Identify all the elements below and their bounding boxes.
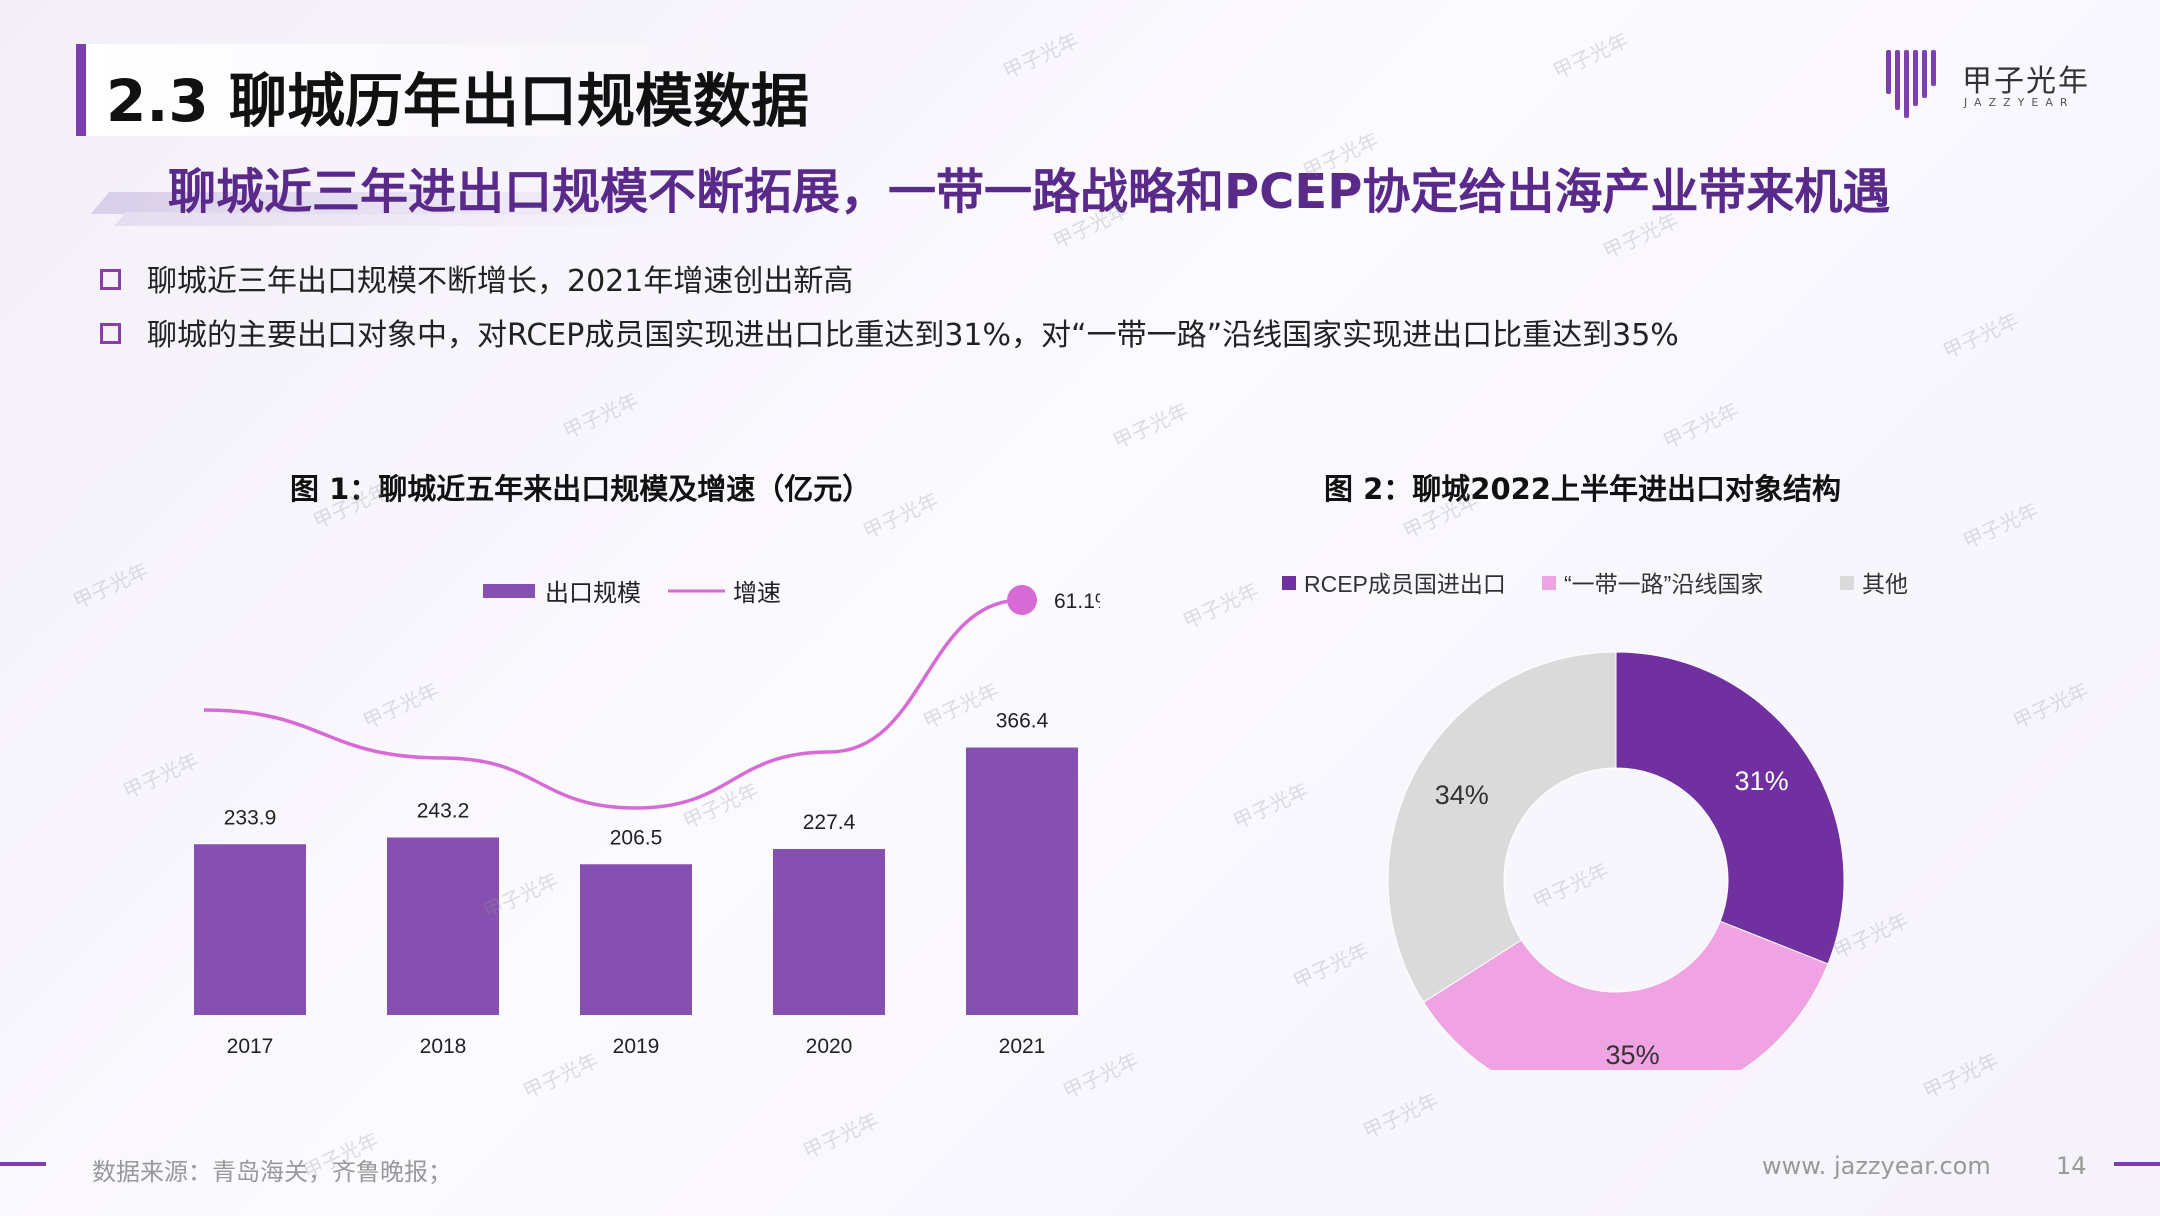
chart-title: 图 1：聊城近五年来出口规模及增速（亿元）	[290, 472, 872, 506]
data-source: 数据来源：青岛海关，齐鲁晚报；	[92, 1158, 452, 1186]
legend-label: RCEP成员国进出口	[1304, 571, 1506, 597]
bar-value-label: 243.2	[417, 799, 470, 822]
watermark: 甲子光年	[999, 28, 1082, 84]
export-scale-chart: 出口规模 增速 233.9 2017 243.2 2018 206.5 2019 227.4 20…	[194, 580, 1100, 1058]
donut-slice	[1615, 651, 1845, 965]
bullet-square-icon	[100, 269, 121, 290]
bar	[773, 848, 885, 1015]
bar	[194, 844, 306, 1015]
growth-label: 61.1%	[1054, 590, 1100, 613]
growth-line	[203, 598, 1023, 810]
legend-label: “一带一路”沿线国家	[1564, 571, 1763, 597]
x-tick-label: 2020	[806, 1035, 853, 1058]
x-tick-label: 2018	[420, 1035, 467, 1058]
page-title: 2.3 聊城历年出口规模数据	[106, 67, 809, 135]
x-tick-label: 2021	[999, 1035, 1046, 1058]
bullet-text: 聊城的主要出口对象中，对RCEP成员国实现进出口比重达到31%，对“一带一路”沿…	[147, 318, 1679, 353]
watermark: 甲子光年	[799, 1108, 882, 1164]
legend-swatch	[1282, 576, 1296, 590]
slice-value-label: 34%	[1435, 780, 1489, 810]
slice-value-label: 31%	[1735, 766, 1789, 796]
legend-label: 其他	[1862, 571, 1908, 597]
legend-swatch	[1840, 576, 1854, 590]
watermark: 甲子光年	[2009, 678, 2092, 734]
title-accent-bar	[76, 44, 86, 136]
chart-title: 图 2：聊城2022上半年进出口对象结构	[1324, 472, 1841, 506]
watermark: 甲子光年	[559, 388, 642, 444]
subtitle: 聊城近三年进出口规模不断拓展，一带一路战略和PCEP协定给出海产业带来机遇	[168, 164, 1891, 220]
legend-swatch	[1542, 576, 1556, 590]
logo-name-en: JAZZYEAR	[1964, 96, 2075, 109]
watermark: 甲子光年	[1179, 578, 1262, 634]
legend-label: 出口规模	[545, 580, 641, 607]
trade-structure-donut-chart: RCEP成员国进出口 “一带一路”沿线国家 其他 31% 35% 34%	[1282, 571, 1908, 1070]
bar-value-label: 227.4	[803, 811, 856, 834]
watermark: 甲子光年	[1959, 498, 2042, 554]
growth-point	[1007, 585, 1037, 615]
bar-value-label: 366.4	[996, 710, 1049, 733]
page-number: 14	[2056, 1152, 2087, 1180]
logo-mark-icon	[1886, 50, 1938, 118]
footer-website[interactable]: www. jazzyear.com	[1762, 1152, 1991, 1180]
legend-swatch-bar	[483, 584, 535, 598]
bar	[966, 747, 1078, 1015]
donut-slice	[1422, 920, 1829, 1070]
x-tick-label: 2019	[613, 1035, 660, 1058]
watermark: 甲子光年	[1359, 1088, 1442, 1144]
x-tick-label: 2017	[227, 1035, 274, 1058]
bar-value-label: 233.9	[224, 806, 277, 829]
logo-name: 甲子光年	[1962, 64, 2090, 99]
legend-label: 增速	[733, 580, 781, 607]
brand-logo: 甲子光年 JAZZYEAR	[1886, 50, 2088, 120]
footer-accent-line	[0, 1162, 46, 1166]
watermark: 甲子光年	[1939, 308, 2022, 364]
bar	[387, 837, 499, 1015]
bullet-item: 聊城近三年出口规模不断增长，2021年增速创出新高	[100, 256, 853, 300]
bar-value-label: 206.5	[610, 826, 663, 849]
bullet-square-icon	[100, 323, 121, 344]
title-background	[86, 44, 786, 136]
donut-slice	[1387, 651, 1617, 1003]
bullet-text: 聊城近三年出口规模不断增长，2021年增速创出新高	[147, 264, 854, 299]
bar	[580, 864, 692, 1015]
bullet-item: 聊城的主要出口对象中，对RCEP成员国实现进出口比重达到31%，对“一带一路”沿…	[100, 310, 1679, 354]
slice-value-label: 35%	[1606, 1040, 1660, 1070]
watermark: 甲子光年	[1659, 398, 1742, 454]
footer-accent-line	[2114, 1162, 2160, 1166]
watermark: 甲子光年	[1109, 398, 1192, 454]
watermark: 甲子光年	[1549, 28, 1632, 84]
